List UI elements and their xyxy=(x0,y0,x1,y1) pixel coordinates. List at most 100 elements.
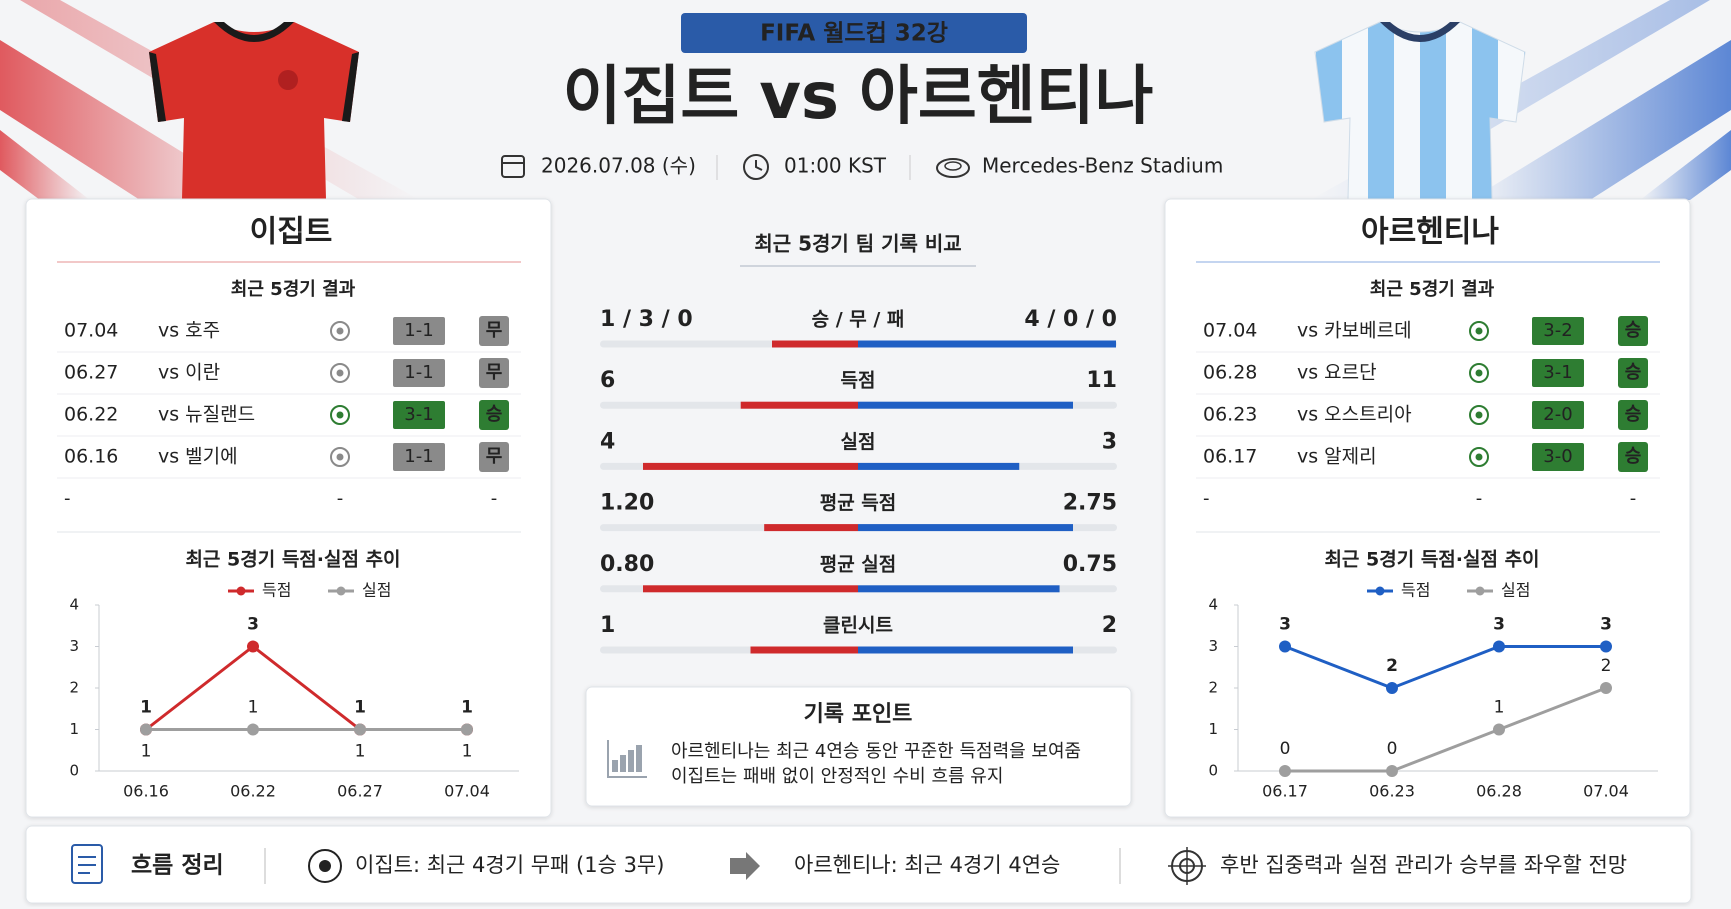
away-stat: 4 / 0 / 0 xyxy=(1024,307,1117,332)
y-tick-label: 2 xyxy=(69,679,79,697)
stat-label: 득점 xyxy=(841,370,876,392)
data-point xyxy=(247,723,259,736)
result-score: 1-1 xyxy=(404,446,433,467)
x-tick-label: 06.27 xyxy=(337,782,383,801)
chart-icon-bar xyxy=(628,750,634,772)
x-tick-label: 06.28 xyxy=(1476,782,1522,801)
result-opponent: vs 뉴질랜드 xyxy=(158,404,255,426)
empty-cell: - xyxy=(1203,488,1210,509)
result-opponent: vs 알제리 xyxy=(1297,446,1377,468)
home-bar xyxy=(740,401,858,409)
data-point xyxy=(140,723,152,736)
stat-label: 평균 실점 xyxy=(820,553,897,575)
result-outcome: 승 xyxy=(1625,362,1642,383)
result-outcome: 승 xyxy=(486,404,503,425)
calendar-icon xyxy=(501,155,525,178)
legend-dot xyxy=(336,586,346,596)
home-stat: 6 xyxy=(600,368,615,393)
score-box xyxy=(1532,359,1584,387)
x-tick-label: 06.22 xyxy=(230,782,276,801)
result-outcome: 무 xyxy=(486,362,503,383)
badge-text: FIFA 월드컵 32강 xyxy=(760,21,948,47)
ball-icon-center xyxy=(336,453,344,461)
clock-icon xyxy=(743,154,769,180)
outcome-box xyxy=(479,358,509,388)
chart-icon-axis xyxy=(607,740,647,778)
result-date: 07.04 xyxy=(64,320,118,342)
x-tick-label: 07.04 xyxy=(444,782,490,801)
data-label: 1 xyxy=(355,742,366,762)
result-outcome: 무 xyxy=(486,446,503,467)
team-name: 아르헨티나 xyxy=(1361,215,1499,250)
data-point xyxy=(1600,640,1612,653)
arrow-icon xyxy=(730,852,760,880)
legend-dot xyxy=(236,586,246,596)
results-title: 최근 5경기 결과 xyxy=(1370,279,1495,300)
legend-label: 득점 xyxy=(262,581,291,600)
empty-cell: - xyxy=(337,488,344,509)
y-tick-label: 1 xyxy=(1208,720,1218,738)
data-point xyxy=(1279,640,1291,653)
y-tick-label: 3 xyxy=(69,637,79,655)
result-score: 1-1 xyxy=(404,362,433,383)
data-point xyxy=(1279,765,1291,777)
badge xyxy=(681,13,1027,53)
result-score: 1-1 xyxy=(404,320,433,341)
result-opponent: vs 이란 xyxy=(158,362,220,384)
home-bar xyxy=(750,646,858,654)
y-tick-label: 0 xyxy=(1208,762,1218,780)
result-score: 3-0 xyxy=(1543,446,1572,467)
away-bar xyxy=(858,585,1060,593)
team-name: 이집트 xyxy=(250,215,333,250)
stat-label: 평균 득점 xyxy=(820,492,897,514)
match-venue: Mercedes-Benz Stadium xyxy=(982,154,1223,178)
data-label: 2 xyxy=(1386,656,1398,676)
result-opponent: vs 오스트리아 xyxy=(1297,404,1412,426)
legend-dot xyxy=(1375,586,1385,596)
data-point xyxy=(1386,682,1398,694)
data-point xyxy=(461,723,473,736)
home-bar xyxy=(643,462,858,470)
result-opponent: vs 요르단 xyxy=(1297,362,1377,384)
ball-icon-center xyxy=(336,369,344,377)
empty-cell: - xyxy=(64,488,71,509)
legend-dot xyxy=(1475,586,1485,596)
data-label: 0 xyxy=(1280,739,1291,759)
away-stat: 2.75 xyxy=(1063,491,1117,516)
result-score: 2-0 xyxy=(1543,404,1572,425)
results-title: 최근 5경기 결과 xyxy=(231,279,356,300)
y-tick-label: 3 xyxy=(1208,637,1218,655)
y-tick-label: 2 xyxy=(1208,679,1218,697)
legend-label: 득점 xyxy=(1401,581,1430,600)
outcome-box xyxy=(479,400,509,430)
match-date: 2026.07.08 (수) xyxy=(541,154,696,178)
result-score: 3-2 xyxy=(1543,320,1572,341)
data-label: 3 xyxy=(1279,615,1291,635)
ball-icon-center xyxy=(1475,411,1483,419)
away-stat: 0.75 xyxy=(1063,552,1117,577)
empty-cell: - xyxy=(1476,488,1483,509)
away-bar xyxy=(858,462,1020,470)
data-label: 1 xyxy=(461,698,473,718)
empty-cell: - xyxy=(1630,488,1637,509)
outcome-box xyxy=(479,442,509,472)
series-line xyxy=(1285,686,1607,773)
result-date: 06.22 xyxy=(64,404,118,426)
result-outcome: 무 xyxy=(486,320,503,341)
result-opponent: vs 벨기에 xyxy=(158,446,238,468)
home-stat: 1.20 xyxy=(600,491,654,516)
data-label: 2 xyxy=(1601,656,1612,676)
chart-title: 최근 5경기 득점·실점 추이 xyxy=(1324,549,1539,571)
legend-label: 실점 xyxy=(1501,581,1530,600)
result-date: 06.28 xyxy=(1203,362,1257,384)
data-label: 1 xyxy=(141,742,152,762)
points-line: 아르헨티나는 최근 4연승 동안 꾸준한 득점력을 보여줌 xyxy=(671,741,1081,762)
result-date: 06.17 xyxy=(1203,446,1257,468)
result-date: 07.04 xyxy=(1203,320,1257,342)
home-bar xyxy=(764,524,858,532)
away-bar xyxy=(858,646,1073,654)
result-score: 3-1 xyxy=(404,404,433,425)
away-name: 아르헨티나 xyxy=(859,60,1153,134)
y-tick-label: 4 xyxy=(69,596,79,614)
ball-icon-center xyxy=(319,860,331,872)
